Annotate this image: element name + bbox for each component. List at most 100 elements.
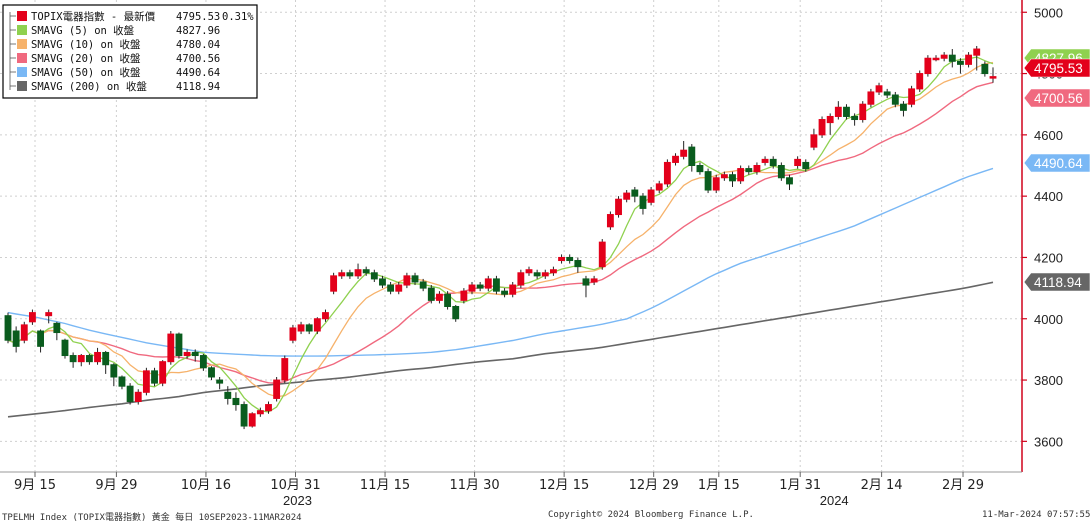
candle: [20, 321, 28, 344]
candle: [598, 239, 606, 270]
candle-body: [281, 358, 289, 381]
candle-body: [794, 158, 802, 167]
candle: [802, 159, 810, 172]
candle-body: [338, 272, 346, 277]
candle-body: [20, 324, 28, 341]
candle-body: [232, 397, 240, 406]
candle: [843, 104, 850, 120]
candle: [191, 349, 199, 362]
candle: [45, 309, 53, 324]
sma10-line: [7, 61, 994, 398]
legend-value: 4490.64: [176, 67, 220, 79]
candle-body: [891, 94, 899, 105]
candle: [859, 101, 867, 123]
candle: [12, 326, 20, 353]
legend-item[interactable]: SMAVG (5) on 收盤 4827.96: [10, 24, 220, 37]
candle-body: [940, 54, 948, 59]
candle: [460, 288, 468, 304]
candle-body: [240, 404, 248, 427]
candle: [794, 156, 802, 169]
y-tick-label: 3600: [1034, 434, 1063, 449]
candle: [965, 52, 973, 68]
candle: [4, 312, 12, 344]
candle-body: [167, 333, 175, 363]
candle-body: [615, 198, 622, 216]
candle: [395, 281, 403, 295]
legend-value: 4118.94: [176, 81, 220, 93]
candle: [436, 291, 443, 304]
candle-body: [191, 351, 199, 357]
candle: [142, 367, 150, 396]
candle-body: [159, 361, 167, 384]
candle-body: [753, 165, 761, 173]
candle-body: [590, 278, 598, 283]
candle-body: [558, 256, 565, 262]
candle-body: [810, 134, 818, 148]
y-tick-label: 4600: [1034, 128, 1063, 143]
candle: [623, 190, 631, 203]
candle-body: [574, 260, 582, 268]
legend-item[interactable]: TOPIX電器指數 - 最新價 4795.53 0.31%: [10, 10, 254, 23]
legend-item[interactable]: SMAVG (200) on 收盤 4118.94: [10, 80, 220, 93]
chart-canvas: 36003800400042004400460048005000 9月 159月…: [0, 0, 1090, 509]
candle: [517, 269, 525, 289]
legend-swatch: [17, 67, 27, 77]
x-axis: 9月 15 9月 29 10月 16 10月 31 11月 15 11月 30 12月 15…: [0, 471, 1022, 508]
candle-body: [37, 330, 44, 347]
legend-item[interactable]: SMAVG (50) on 收盤 4490.64: [10, 66, 220, 79]
candle: [875, 82, 883, 96]
y-tick-label: 4000: [1034, 312, 1063, 327]
candle-body: [908, 88, 916, 105]
candle: [981, 61, 989, 77]
candle: [444, 291, 452, 310]
candle-body: [77, 355, 85, 363]
candle-body: [248, 413, 256, 427]
x-year-label: 2023: [283, 493, 312, 508]
candle-body: [688, 146, 696, 167]
candle-body: [623, 192, 631, 200]
legend-item[interactable]: SMAVG (10) on 收盤 4780.04: [10, 38, 220, 51]
legend-item[interactable]: SMAVG (20) on 收盤 4700.56: [10, 52, 220, 65]
candle: [745, 165, 753, 175]
candle-body: [61, 339, 69, 357]
candle: [281, 355, 289, 384]
candle: [330, 272, 338, 295]
candle-body: [826, 115, 834, 124]
candle-body: [818, 119, 826, 136]
tag-shape: [1023, 153, 1090, 173]
candle: [151, 367, 158, 387]
candle-body: [655, 183, 663, 191]
candle: [867, 88, 875, 108]
candle-body: [786, 177, 793, 185]
candle-body: [484, 278, 492, 289]
candle-body: [362, 269, 370, 274]
candle-body: [370, 272, 378, 280]
candle-body: [346, 272, 354, 277]
candle-body: [737, 168, 745, 182]
candle: [427, 285, 435, 304]
legend[interactable]: TOPIX電器指數 - 最新價 4795.53 0.31%SMAVG (5) on …: [2, 4, 258, 99]
candle-body: [948, 54, 956, 62]
x-tick-label: 11月 15: [360, 478, 410, 493]
candle: [492, 275, 500, 295]
x-tick-label: 12月 29: [629, 478, 679, 493]
candle-body: [102, 351, 110, 366]
tag-value: 4490.64: [1034, 156, 1083, 171]
candle: [69, 352, 77, 368]
candle-body: [142, 370, 150, 393]
candle: [305, 323, 313, 335]
candle-body: [704, 171, 712, 191]
candle-body: [427, 287, 435, 301]
sma200-line: [7, 281, 994, 418]
legend-value: 4795.53: [176, 11, 220, 23]
candle-body: [265, 404, 272, 412]
candle-body: [379, 278, 386, 286]
candle: [159, 360, 167, 387]
candle: [973, 45, 981, 71]
tag-last-price: 4795.53: [1023, 58, 1090, 78]
candle-body: [208, 367, 215, 378]
candle-body: [354, 269, 362, 277]
candle: [834, 101, 842, 120]
candle: [704, 168, 712, 194]
